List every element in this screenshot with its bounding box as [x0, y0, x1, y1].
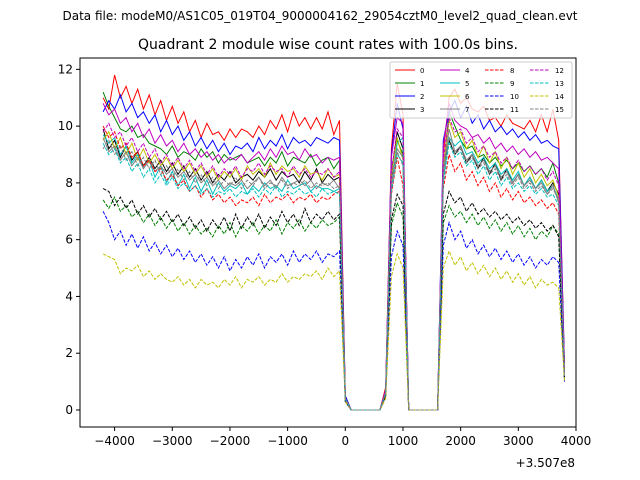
legend-label-4: 4	[465, 67, 470, 75]
y-tick-label: 0	[65, 403, 73, 417]
x-tick-label: 3000	[503, 434, 534, 448]
legend-label-9: 9	[510, 80, 514, 88]
series-line-7	[102, 128, 565, 411]
legend-box	[389, 61, 573, 119]
y-tick-label: 10	[58, 119, 73, 133]
x-tick-label: −4000	[94, 434, 135, 448]
x-tick-label: 4000	[561, 434, 592, 448]
legend-label-3: 3	[420, 106, 424, 114]
x-tick-label: 2000	[445, 434, 476, 448]
x-tick-label: 1000	[388, 434, 419, 448]
legend-label-5: 5	[465, 80, 469, 88]
y-tick-label: 8	[65, 176, 73, 190]
series-line-2	[102, 93, 565, 411]
series-line-11	[102, 188, 565, 411]
series-line-10	[102, 211, 565, 411]
x-axis-ticks: −4000 −3000 −2000 −1000 0 1000 2000 3000 4000	[94, 427, 591, 448]
chart-title: Quadrant 2 module wise count rates with …	[138, 37, 518, 53]
series-line-5	[102, 134, 565, 411]
legend-label-14: 14	[555, 93, 564, 101]
legend-label-15: 15	[555, 106, 564, 114]
legend-label-7: 7	[465, 106, 469, 114]
figure-suptitle: Data file: modeM0/AS1C05_019T04_90000041…	[62, 9, 577, 23]
legend-label-13: 13	[555, 80, 564, 88]
axes-frame	[79, 57, 577, 428]
legend-label-11: 11	[510, 106, 519, 114]
legend-label-1: 1	[420, 80, 424, 88]
legend-label-12: 12	[555, 67, 564, 75]
x-tick-label: −3000	[152, 434, 193, 448]
series-line-4	[102, 103, 565, 411]
x-tick-label: −2000	[210, 434, 251, 448]
y-tick-label: 4	[65, 289, 73, 303]
y-tick-label: 6	[65, 233, 73, 247]
series-line-9	[102, 195, 565, 411]
series-line-14	[102, 249, 565, 411]
x-offset-label: +3.507e8	[516, 456, 575, 470]
legend-label-10: 10	[510, 93, 519, 101]
legend-label-0: 0	[420, 67, 424, 75]
legend-label-6: 6	[465, 93, 470, 101]
series-line-12	[102, 115, 565, 411]
legend-label-2: 2	[420, 93, 424, 101]
x-tick-label: 0	[341, 434, 349, 448]
series-lines	[102, 74, 565, 411]
series-line-15	[102, 137, 565, 411]
series-line-8	[102, 125, 565, 411]
series-line-1	[102, 91, 565, 411]
legend-label-8: 8	[510, 67, 514, 75]
y-tick-label: 2	[65, 346, 73, 360]
x-tick-label: −1000	[267, 434, 308, 448]
y-tick-label: 12	[58, 62, 73, 76]
y-axis-ticks: 0 2 4 6 8 10 12	[58, 62, 80, 417]
